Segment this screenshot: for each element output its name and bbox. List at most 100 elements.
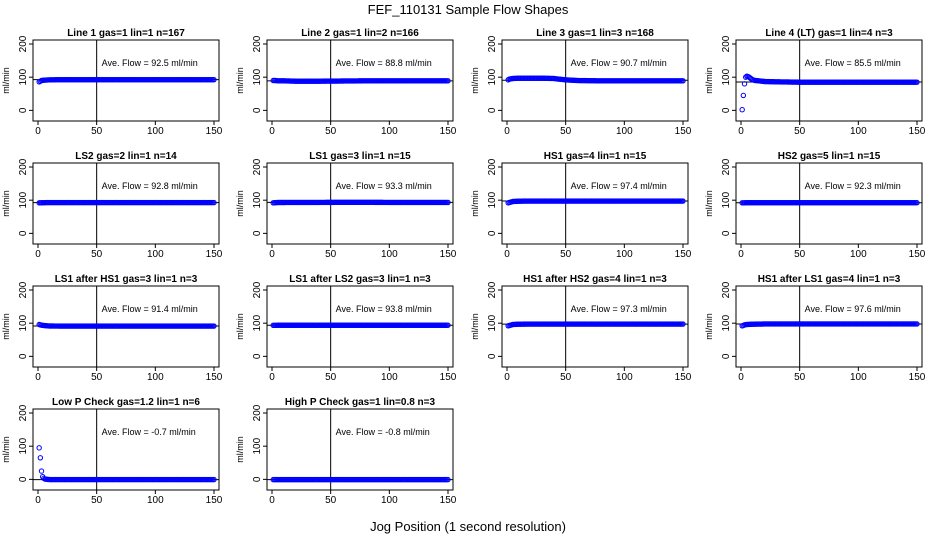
x-tick-label: 100 — [381, 249, 398, 260]
x-tick-label: 150 — [440, 372, 457, 383]
y-tick-label: 200 — [18, 281, 29, 298]
average-flow-label: Ave. Flow = 92.5 ml/min — [102, 58, 198, 68]
y-axis-label: ml/min — [235, 190, 245, 217]
y-axis-label: ml/min — [1, 190, 11, 217]
plot-frame — [266, 285, 454, 368]
x-tick-label: 0 — [504, 126, 510, 137]
data-point — [37, 455, 44, 461]
y-tick-label: 0 — [721, 353, 732, 359]
y-axis-label: ml/min — [470, 313, 480, 340]
x-tick-label: 150 — [440, 495, 457, 506]
x-tick-label: 0 — [35, 372, 41, 383]
x-tick-label: 100 — [850, 372, 867, 383]
x-tick-label: 150 — [675, 126, 692, 137]
x-tick-label: 0 — [504, 249, 510, 260]
plot-frame — [501, 285, 689, 368]
data-point — [445, 199, 451, 206]
average-flow-label: Ave. Flow = 97.4 ml/min — [571, 181, 667, 191]
y-tick-label: 0 — [487, 107, 498, 113]
plot-frame — [266, 162, 454, 245]
x-tick-label: 100 — [616, 126, 633, 137]
y-tick-label: 200 — [721, 281, 732, 298]
panel-title: LS1 after LS2 gas=3 lin=1 n=3 — [289, 274, 431, 285]
panel-title: LS2 gas=2 lin=1 n=14 — [75, 151, 177, 162]
y-tick-label: 100 — [18, 437, 29, 454]
x-tick-label: 50 — [91, 495, 103, 506]
panel-title: Line 2 gas=1 lin=2 n=166 — [301, 28, 419, 39]
plot-frame — [501, 162, 689, 245]
x-tick-label: 150 — [909, 126, 926, 137]
y-tick-label: 200 — [252, 35, 263, 52]
average-flow-label: Ave. Flow = -0.7 ml/min — [102, 427, 196, 437]
x-tick-label: 150 — [440, 249, 457, 260]
data-point — [739, 107, 745, 113]
data-point — [445, 476, 451, 483]
x-tick-label: 150 — [206, 495, 223, 506]
y-axis-label: ml/min — [470, 190, 480, 217]
x-tick-label: 50 — [794, 126, 806, 137]
x-tick-label: 100 — [381, 126, 398, 137]
y-tick-label: 100 — [721, 68, 732, 85]
y-axis-label: ml/min — [1, 436, 11, 463]
data-point — [211, 76, 217, 83]
data-point — [741, 81, 748, 87]
x-tick-label: 100 — [616, 372, 633, 383]
x-tick-label: 100 — [147, 372, 164, 383]
panel-title: Line 3 gas=1 lin=3 n=168 — [536, 28, 654, 39]
y-tick-label: 100 — [18, 68, 29, 85]
x-tick-label: 50 — [325, 126, 337, 137]
data-point — [445, 322, 451, 328]
panel-title: High P Check gas=1 lin=0.8 n=3 — [285, 397, 436, 408]
data-point — [740, 92, 747, 99]
y-axis-label: ml/min — [704, 313, 714, 340]
x-tick-label: 100 — [850, 249, 867, 260]
x-tick-label: 0 — [738, 372, 744, 383]
x-tick-label: 50 — [91, 126, 103, 137]
flow-panel: HS1 after HS2 gas=4 lin=1 n=3 ml/min 0 50 10… — [470, 274, 692, 383]
x-tick-label: 100 — [850, 126, 867, 137]
y-tick-label: 200 — [487, 158, 498, 175]
x-tick-label: 50 — [325, 495, 337, 506]
x-tick-label: 100 — [147, 126, 164, 137]
flow-panel: Line 3 gas=1 lin=3 n=168 ml/min 0 50 100 150 0… — [470, 28, 692, 137]
x-tick-label: 50 — [794, 372, 806, 383]
x-tick-label: 100 — [381, 372, 398, 383]
y-tick-label: 100 — [18, 314, 29, 331]
x-tick-label: 50 — [325, 372, 337, 383]
data-point — [680, 321, 686, 327]
average-flow-label: Ave. Flow = 92.8 ml/min — [102, 181, 198, 191]
flow-panel: LS2 gas=2 lin=1 n=14 ml/min 0 50 100 150 0 100 2… — [1, 151, 223, 260]
y-tick-label: 200 — [252, 158, 263, 175]
plot-frame — [32, 39, 220, 122]
y-tick-label: 0 — [721, 107, 732, 113]
x-tick-label: 0 — [35, 495, 41, 506]
panel-title: Line 1 gas=1 lin=1 n=167 — [67, 28, 185, 39]
y-tick-label: 100 — [18, 191, 29, 208]
y-tick-label: 0 — [252, 353, 263, 359]
flow-panel: LS1 gas=3 lin=1 n=15 ml/min 0 50 100 150 0 100 2… — [235, 151, 457, 260]
flow-panel: LS1 after HS1 gas=3 lin=1 n=3 ml/min 0 50 10… — [1, 274, 223, 383]
x-tick-label: 0 — [35, 249, 41, 260]
y-tick-label: 100 — [487, 191, 498, 208]
panel-title: Low P Check gas=1.2 lin=1 n=6 — [52, 397, 200, 408]
y-tick-label: 0 — [18, 353, 29, 359]
y-tick-label: 0 — [18, 107, 29, 113]
y-tick-label: 100 — [487, 314, 498, 331]
panel-title: HS1 gas=4 lin=1 n=15 — [544, 151, 647, 162]
flow-panel: High P Check gas=1 lin=0.8 n=3 ml/min 0 50 1… — [235, 397, 457, 506]
y-axis-label: ml/min — [235, 313, 245, 340]
x-tick-label: 0 — [738, 249, 744, 260]
panel-grid: Line 1 gas=1 lin=1 n=167 ml/min 0 50 100 150 0… — [1, 28, 926, 506]
average-flow-label: Ave. Flow = -0.8 ml/min — [336, 427, 430, 437]
average-flow-label: Ave. Flow = 91.4 ml/min — [102, 304, 198, 314]
flow-panel: HS1 after LS1 gas=4 lin=1 n=3 ml/min 0 50 10… — [704, 274, 926, 383]
x-tick-label: 150 — [206, 126, 223, 137]
figure-title: FEF_110131 Sample Flow Shapes — [368, 2, 569, 17]
y-tick-label: 0 — [18, 476, 29, 482]
plot-frame — [735, 285, 923, 368]
x-tick-label: 0 — [504, 372, 510, 383]
plot-frame — [32, 162, 220, 245]
y-axis-label: ml/min — [235, 67, 245, 94]
data-point — [38, 468, 45, 474]
